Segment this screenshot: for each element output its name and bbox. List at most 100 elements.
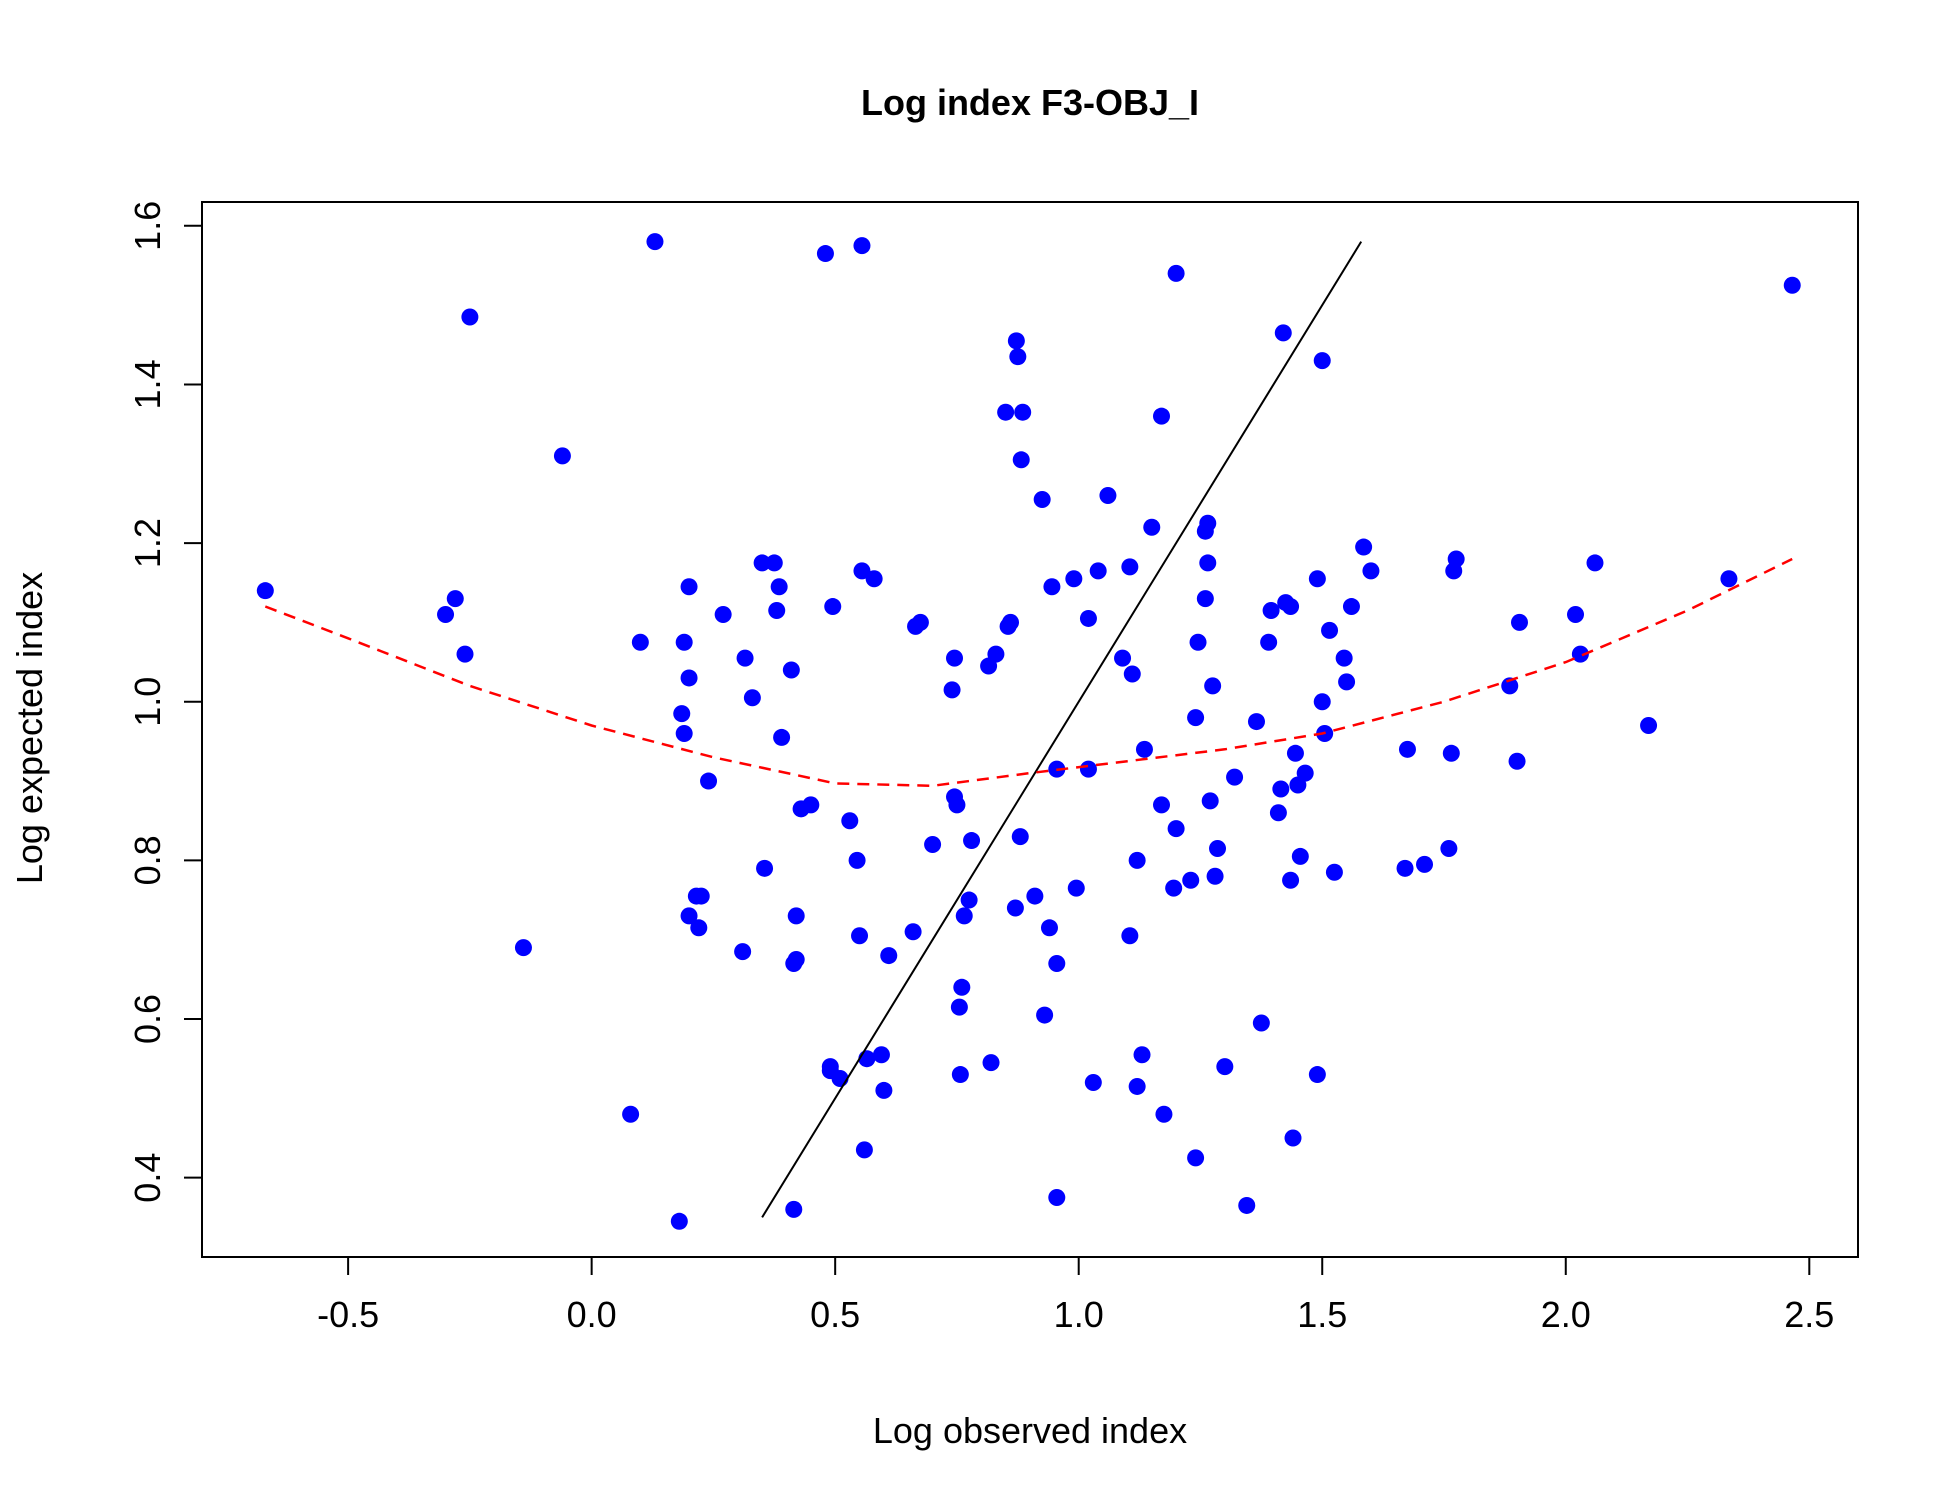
data-point [1040,919,1058,937]
data-point [622,1105,640,1123]
data-point [1447,550,1465,568]
data-point [553,447,571,465]
data-point [963,832,981,850]
data-point [1272,780,1290,798]
data-point [1313,352,1331,370]
data-point [1571,645,1589,663]
data-point [824,598,842,616]
data-point [1216,1058,1234,1076]
data-point [1143,518,1161,536]
y-tick-label: 1.2 [127,518,168,568]
data-point [1282,871,1300,889]
data-point [675,724,693,742]
data-point [858,1050,876,1068]
x-tick-label: 2.0 [1541,1294,1591,1335]
data-point [461,308,479,326]
data-point [943,681,961,699]
data-point [1167,264,1185,282]
data-point [1209,839,1227,857]
data-point [855,1141,873,1159]
data-point [1335,649,1353,667]
data-point [673,705,691,723]
data-point [1342,598,1360,616]
data-point [514,939,532,957]
data-point [765,554,783,572]
data-point [1048,955,1066,973]
x-axis-label: Log observed index [873,1410,1187,1451]
data-point [1187,709,1205,727]
data-point [953,978,971,996]
data-point [692,887,710,905]
data-point [690,919,708,937]
data-point [675,633,693,651]
data-point [1269,804,1287,822]
data-point [1442,744,1460,762]
data-point [1011,828,1029,846]
data-point [1201,792,1219,810]
data-point [1199,514,1217,532]
data-point [700,772,718,790]
data-point [1284,1129,1302,1147]
data-point [1123,665,1141,683]
data-point [1133,1046,1151,1064]
data-point [1260,633,1278,651]
data-point [955,907,973,925]
y-tick-label: 1.0 [127,677,168,727]
data-point [1002,613,1020,631]
data-point [1325,863,1343,881]
data-point [1396,859,1414,877]
data-point [743,689,761,707]
data-point [1262,602,1280,620]
data-point [714,605,732,623]
data-point [1291,847,1309,865]
data-point [1135,740,1153,758]
data-point [1187,1149,1205,1167]
data-point [831,1070,849,1088]
data-point [1313,693,1331,711]
data-point [865,570,883,588]
data-point [1274,324,1292,342]
data-point [446,590,464,608]
x-tick-label: 2.5 [1784,1294,1834,1335]
fit-lines [264,241,1793,1218]
data-point [753,554,771,572]
data-point [987,645,1005,663]
data-point [1155,1105,1173,1123]
y-tick-label: 0.6 [127,994,168,1044]
data-point [1510,613,1528,631]
data-point [1006,899,1024,917]
x-tick-label: 1.0 [1054,1294,1104,1335]
data-point [982,1054,1000,1072]
data-point [1079,609,1097,627]
data-point [1182,871,1200,889]
data-point [848,851,866,869]
data-point [1586,554,1604,572]
data-point [1012,451,1030,469]
data-point [946,649,964,667]
data-point [1321,621,1339,639]
data-point [1206,867,1224,885]
data-point [646,233,664,251]
data-point [456,645,474,663]
data-point [853,237,871,255]
data-point [768,602,786,620]
data-point [782,661,800,679]
data-point [1026,887,1044,905]
data-point [1308,1066,1326,1084]
x-axis: -0.5 0.0 0.5 1.0 1.5 2.0 2.5 [317,1256,1834,1335]
data-point [736,649,754,667]
data-point [1226,768,1244,786]
data-point [1114,649,1132,667]
data-point [875,1081,893,1099]
data-point [1508,752,1526,770]
data-point [1167,820,1185,838]
data-point [1067,879,1085,897]
data-point [1036,1006,1054,1024]
data-point [950,998,968,1016]
data-point [256,582,274,600]
x-tick-label: 0.0 [567,1294,617,1335]
y-tick-label: 1.4 [127,359,168,409]
data-point [1128,1077,1146,1095]
data-point [1065,570,1083,588]
